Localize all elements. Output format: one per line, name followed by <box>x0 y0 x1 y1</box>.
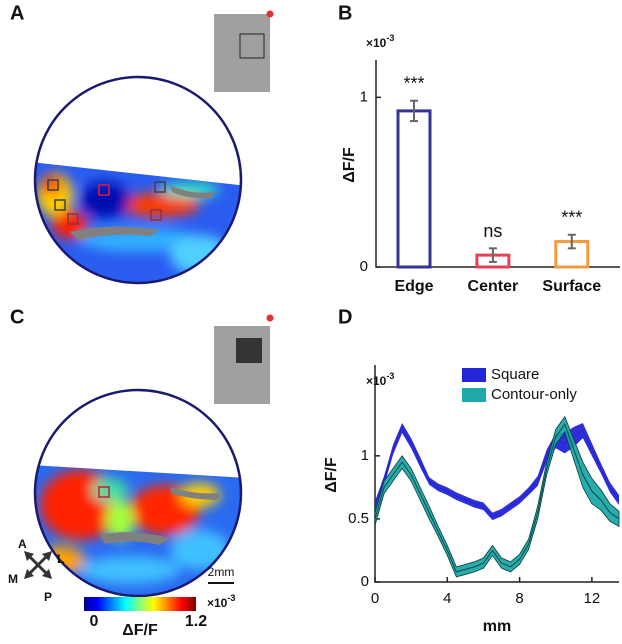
roi-a <box>47 179 166 225</box>
scale-base: ×10 <box>366 36 387 50</box>
scale-base: ×10 <box>207 596 228 610</box>
stimulus-c <box>214 314 274 404</box>
colorbar <box>84 597 196 611</box>
compass-label: A <box>18 537 27 551</box>
y-tick-label: 0 <box>360 258 368 275</box>
compass <box>24 551 52 579</box>
x-tick-label: Center <box>468 278 519 295</box>
legend-label: Contour-only <box>491 386 577 403</box>
compass-label: P <box>44 590 52 604</box>
scale-exponent: -3 <box>386 33 394 43</box>
panel-label: C <box>10 306 24 328</box>
scale-exponent: -3 <box>227 593 235 603</box>
x-tick-label: 12 <box>584 590 601 607</box>
bar <box>396 109 432 269</box>
roi-c <box>98 486 110 498</box>
x-tick-label: 4 <box>443 590 451 607</box>
y-tick-label: 1 <box>360 88 368 105</box>
y-scale: ×10-3 <box>366 371 394 388</box>
x-tick-label: 8 <box>515 590 523 607</box>
series-line <box>374 426 620 517</box>
panel-label: D <box>338 306 352 328</box>
legend-swatch <box>462 368 486 382</box>
y-axis-label: ΔF/F <box>341 147 358 183</box>
map-a <box>35 162 241 283</box>
colorbar-label: ΔF/F <box>122 622 158 639</box>
series-line <box>374 423 620 573</box>
panel-label: B <box>338 2 352 24</box>
scale-bar-label: 2mm <box>208 565 235 579</box>
x-tick-label: Surface <box>542 278 601 295</box>
annotation: ns <box>483 221 502 241</box>
x-axis-label: mm <box>483 618 511 635</box>
annotation: *** <box>403 73 424 93</box>
y-scale: ×10-3 <box>366 33 394 50</box>
y-tick-label: 0 <box>361 573 369 590</box>
stimulus-a <box>214 10 274 92</box>
colorbar-tick-label: 1.2 <box>185 613 207 630</box>
y-tick-label: 1 <box>361 447 369 464</box>
error-band <box>375 423 619 521</box>
y-tick-label: 0.5 <box>348 510 369 527</box>
legend-label: Square <box>491 366 539 383</box>
scale-exponent: -3 <box>386 371 394 381</box>
error-band <box>374 415 620 578</box>
colorbar-scale: ×10-3 <box>207 593 235 610</box>
compass-label: M <box>8 572 18 586</box>
colorbar-tick-label: 0 <box>90 613 99 630</box>
panel-label: A <box>10 2 24 24</box>
window-c <box>33 388 243 598</box>
x-tick-label: 0 <box>371 590 379 607</box>
compass-label: L <box>57 552 64 566</box>
window-a <box>33 75 243 285</box>
annotation: *** <box>561 208 582 228</box>
legend-swatch <box>462 388 486 402</box>
x-tick-label: Edge <box>394 278 433 295</box>
scale-base: ×10 <box>366 374 387 388</box>
y-axis-label: ΔF/F <box>323 457 340 493</box>
